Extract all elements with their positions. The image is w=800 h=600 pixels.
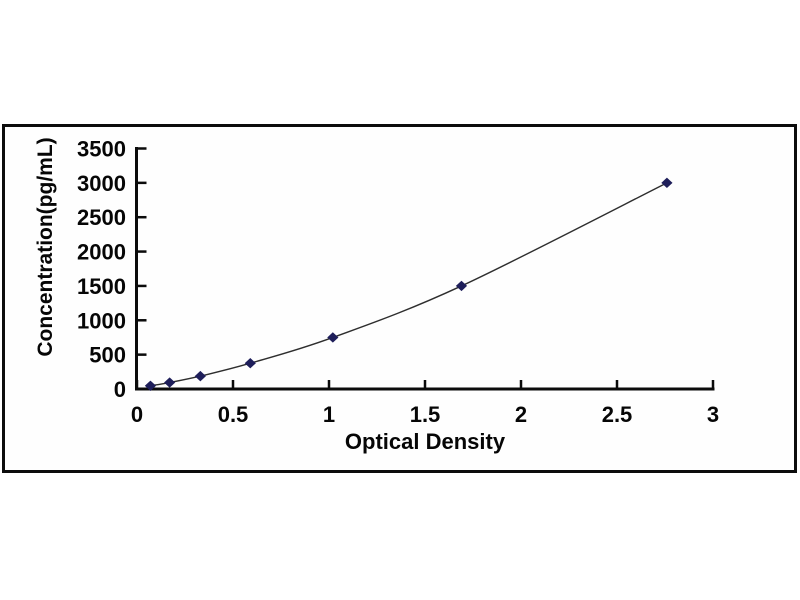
y-tick-label: 0 bbox=[114, 377, 126, 402]
y-tick-label: 500 bbox=[89, 343, 126, 368]
x-tick-label: 3 bbox=[707, 402, 719, 427]
standard-curve-line bbox=[150, 182, 668, 387]
x-axis-title: Optical Density bbox=[344, 429, 506, 454]
data-point-marker bbox=[455, 280, 468, 292]
data-point-marker bbox=[144, 380, 157, 391]
y-tick-label: 2000 bbox=[77, 240, 126, 265]
x-tick-label: 1 bbox=[323, 402, 335, 427]
data-point-marker bbox=[164, 377, 176, 388]
x-tick-label: 2 bbox=[515, 402, 527, 427]
y-tick-label: 1500 bbox=[77, 274, 126, 299]
data-point-marker bbox=[661, 177, 673, 189]
x-tick-label: 0.5 bbox=[218, 402, 249, 427]
y-tick-label: 3000 bbox=[77, 171, 126, 196]
x-tick-label: 2.5 bbox=[602, 402, 633, 427]
axis-lines bbox=[135, 147, 715, 391]
x-tick-label: 1.5 bbox=[410, 402, 441, 427]
y-tick-label: 3500 bbox=[77, 137, 126, 162]
y-tick-label: 2500 bbox=[77, 205, 126, 230]
y-axis-title: Concentration(pg/mL) bbox=[34, 137, 57, 357]
data-point-marker bbox=[244, 358, 256, 369]
data-point-marker bbox=[194, 370, 206, 382]
y-tick-label: 1000 bbox=[77, 308, 126, 333]
x-tick-label: 0 bbox=[131, 402, 143, 427]
data-point-marker bbox=[327, 332, 339, 343]
